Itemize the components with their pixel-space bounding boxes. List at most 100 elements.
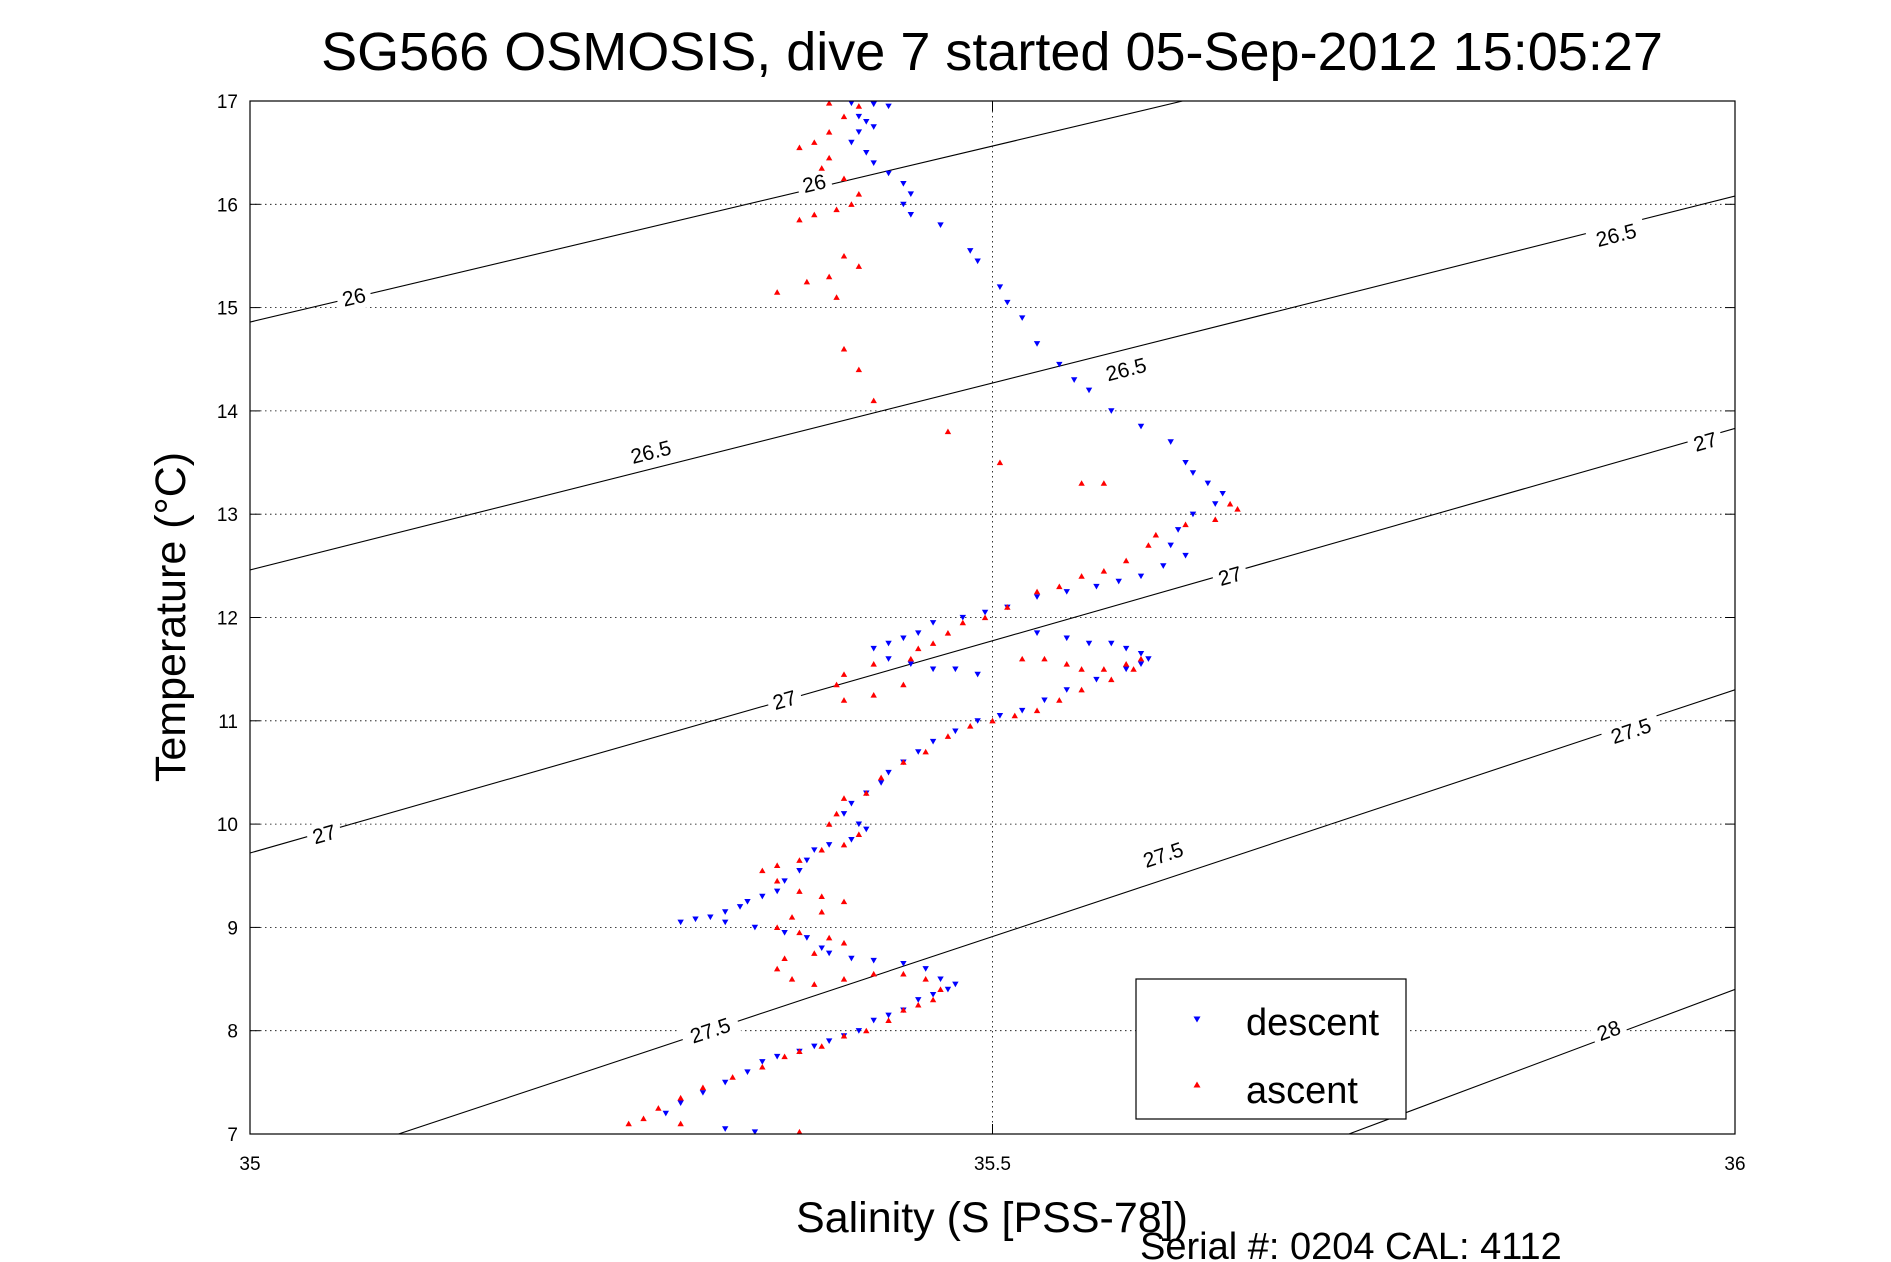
- descent-marker: [1160, 563, 1167, 569]
- ascent-marker: [625, 1120, 632, 1127]
- descent-marker: [1137, 573, 1145, 580]
- descent-marker: [796, 867, 803, 874]
- ascent-marker: [840, 671, 848, 677]
- y-tick-label: 10: [217, 815, 238, 836]
- descent-marker: [699, 1090, 707, 1096]
- ascent-marker: [855, 103, 863, 109]
- descent-marker: [1219, 490, 1226, 497]
- contour-label-background: [334, 280, 374, 314]
- descent-marker: [825, 950, 833, 957]
- descent-marker: [1167, 439, 1174, 445]
- descent-marker: [1115, 578, 1122, 585]
- descent-marker: [900, 635, 907, 642]
- descent-marker: [929, 666, 937, 673]
- descent-marker: [811, 1043, 818, 1050]
- descent-marker: [952, 728, 959, 735]
- ascent-marker: [655, 1105, 662, 1111]
- ascent-marker: [840, 795, 848, 801]
- descent-marker: [736, 904, 744, 910]
- ascent-marker: [1056, 583, 1063, 590]
- ascent-marker: [1122, 660, 1130, 667]
- ascent-marker: [944, 733, 952, 739]
- descent-marker: [870, 101, 877, 108]
- descent-marker: [848, 955, 855, 962]
- x-tick-label: 35.5: [974, 1154, 1011, 1175]
- ascent-marker: [1100, 666, 1108, 672]
- ascent-marker: [855, 190, 863, 197]
- descent-marker: [773, 1053, 781, 1060]
- density-contour-line: [1348, 988, 1735, 1134]
- ascent-marker: [863, 1027, 870, 1034]
- ascent-marker: [1056, 697, 1063, 703]
- descent-marker: [885, 1012, 892, 1019]
- ascent-marker: [811, 211, 818, 218]
- descent-marker: [1093, 676, 1100, 683]
- descent-marker: [1019, 707, 1026, 714]
- descent-marker: [825, 842, 833, 848]
- ascent-marker: [803, 278, 811, 285]
- descent-marker: [707, 914, 714, 921]
- ascent-marker: [870, 397, 877, 404]
- descent-marker: [863, 119, 870, 125]
- ascent-marker: [825, 273, 833, 280]
- descent-marker: [937, 222, 944, 228]
- descent-marker: [840, 811, 848, 817]
- ascent-marker: [759, 1063, 766, 1070]
- ascent-marker: [1130, 666, 1137, 672]
- descent-marker: [848, 101, 855, 107]
- ascent-marker: [1100, 568, 1108, 574]
- ascent-marker: [915, 1001, 922, 1008]
- descent-marker: [1182, 552, 1189, 559]
- ascent-marker: [833, 681, 840, 688]
- descent-marker: [870, 957, 877, 964]
- ascent-marker: [840, 841, 848, 848]
- descent-marker: [900, 960, 907, 967]
- descent-marker: [1056, 361, 1063, 368]
- descent-marker: [781, 929, 788, 936]
- descent-marker: [1108, 640, 1115, 647]
- ascent-marker: [1078, 666, 1085, 672]
- contour-label-background: [1094, 349, 1158, 390]
- legend-descent-label: descent: [1246, 1002, 1380, 1044]
- descent-marker: [885, 640, 892, 647]
- y-tick-label: 13: [217, 505, 238, 526]
- density-contour-label: 28: [1588, 1012, 1630, 1049]
- ascent-marker: [1137, 655, 1145, 662]
- contour-label-background: [304, 817, 345, 852]
- descent-marker: [952, 981, 959, 988]
- ascent-marker: [1212, 516, 1219, 522]
- contour-label-background: [678, 1009, 742, 1053]
- ascent-marker: [699, 1084, 707, 1091]
- legend-ascent-label: ascent: [1246, 1070, 1358, 1112]
- ascent-marker: [855, 263, 863, 269]
- ascent-marker: [840, 898, 848, 905]
- descent-marker: [885, 656, 892, 662]
- descent-marker: [915, 997, 922, 1003]
- density-contour-line: [250, 427, 1735, 854]
- contour-label-background: [1685, 424, 1726, 460]
- descent-marker: [1085, 640, 1093, 647]
- grid-lines: [250, 101, 1735, 1134]
- y-tick-label: 7: [227, 1125, 238, 1146]
- ascent-marker: [907, 655, 915, 662]
- ascent-marker: [840, 976, 848, 982]
- descent-marker: [974, 671, 981, 678]
- ascent-marker: [967, 722, 974, 729]
- ascent-marker: [937, 986, 944, 992]
- ascent-marker: [1063, 660, 1070, 667]
- descent-marker: [1033, 630, 1041, 636]
- density-contour-label: 27: [764, 682, 805, 718]
- descent-marker: [1137, 661, 1145, 667]
- descent-marker: [885, 170, 892, 177]
- descent-marker: [877, 780, 885, 786]
- ascent-marker: [900, 1007, 907, 1013]
- contour-label-background: [764, 682, 805, 718]
- descent-marker: [1122, 645, 1130, 652]
- descent-marker: [885, 769, 892, 776]
- ascent-marker: [1226, 500, 1234, 507]
- descent-marker: [848, 800, 855, 807]
- descent-marker: [744, 898, 751, 905]
- descent-marker: [929, 991, 937, 998]
- descent-marker: [863, 826, 870, 833]
